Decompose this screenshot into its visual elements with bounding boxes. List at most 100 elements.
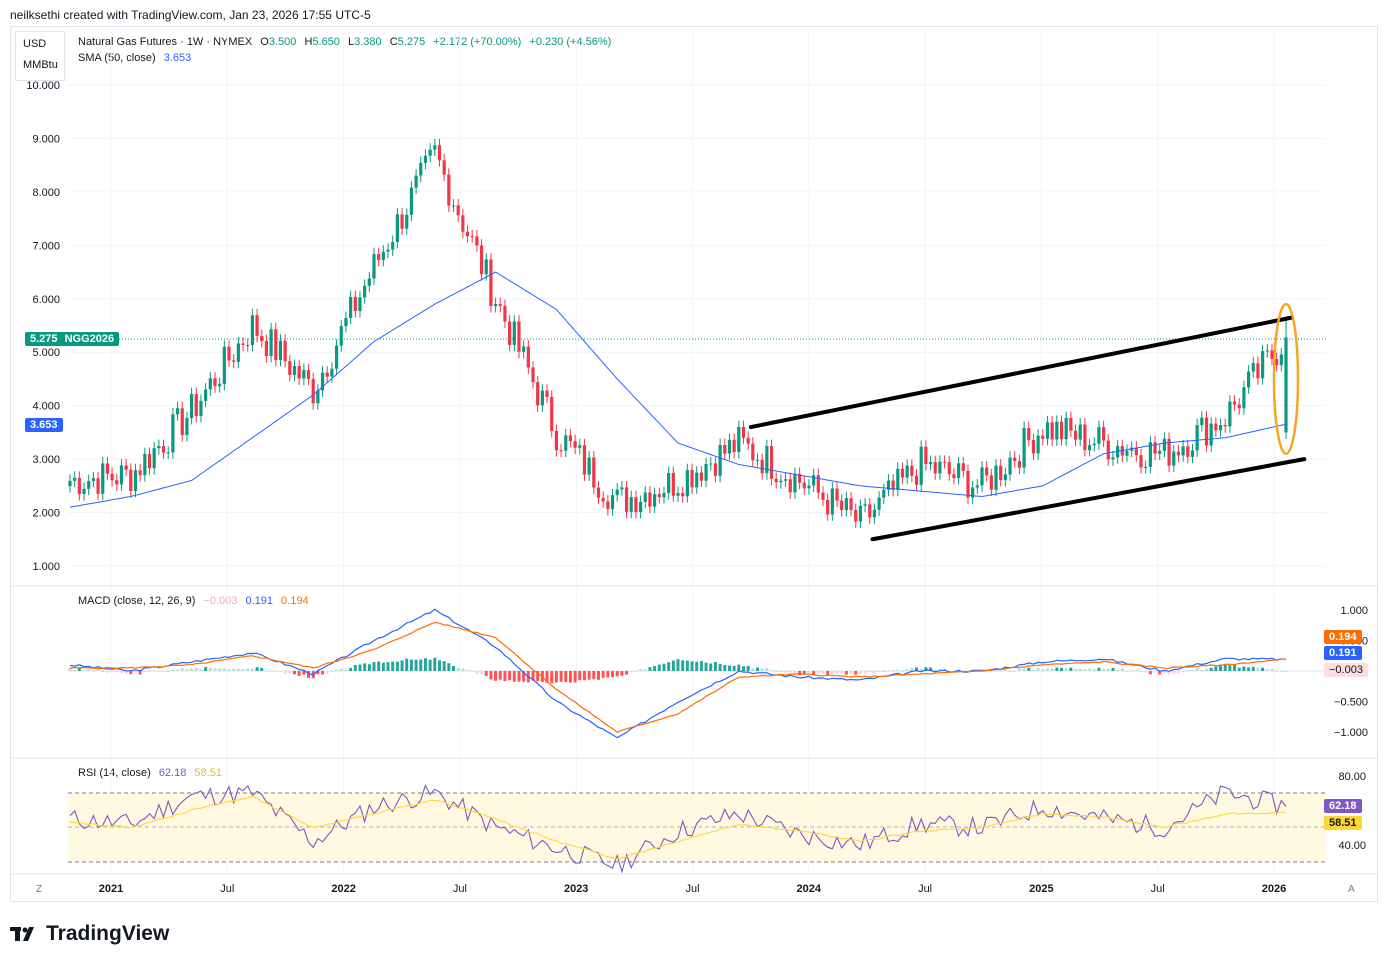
macd-histogram-bar [1092,669,1096,671]
candle-body [788,479,792,493]
candle-body [334,345,339,369]
candle-body [1190,450,1195,457]
candle-body [1041,435,1045,439]
rsi-legend[interactable]: RSI (14, close) 62.18 58.51 [78,767,227,779]
macd-histogram-bar [82,670,86,672]
macd-histogram-bar [1153,671,1157,673]
candle-body [222,346,226,384]
candle-body [681,493,685,497]
candle-body [82,488,86,495]
macd-histogram-bar [587,671,591,680]
macd-histogram-bar [213,668,217,671]
channel-lower-line[interactable] [870,457,1307,542]
auto-scale-button[interactable]: A [1348,884,1355,895]
candle-body [690,470,694,488]
macd-histogram-bar [157,671,161,672]
candle-body [975,485,979,488]
candle-body [653,494,657,507]
macd-histogram-bar [264,670,268,672]
candle-body [409,187,414,215]
candle-body [886,480,891,490]
candle-body [358,297,362,312]
candle-body [844,498,848,511]
macd-histogram-bar [653,665,657,671]
macd-histogram-bar [437,660,441,671]
candle-body [942,461,947,463]
macd-histogram-bar [620,671,624,676]
macd-histogram-bar [1275,671,1279,672]
macd-histogram-bar [484,671,488,676]
candle-body [592,457,596,488]
macd-histogram-bar [1261,667,1265,671]
main-legend[interactable]: Natural Gas Futures · 1W · NYMEX O3.500 … [78,36,616,48]
candle-body [573,441,577,448]
candle-body [339,326,343,346]
candle-body [1167,438,1171,466]
macd-histogram-bar [1125,670,1129,672]
rsi-band [68,793,1326,862]
sma-value: 3.653 [163,52,192,64]
price-tick-label: 1.000 [32,561,60,573]
candle-body [896,468,900,490]
macd-histogram-bar [1045,668,1049,671]
macd-histogram-bar [208,668,212,671]
candle-body [400,214,404,229]
candle-body [470,236,474,238]
macd-histogram-bar [915,667,919,671]
candle-body [858,505,862,522]
macd-histogram-bar [101,670,105,672]
macd-histogram-bar [73,669,77,671]
sma-legend[interactable]: SMA (50, close) 3.653 [78,52,196,64]
candle-body [1195,425,1199,451]
macd-histogram-bar [741,666,745,671]
candle-body [1064,417,1068,440]
highlight-ellipse[interactable] [1272,302,1300,456]
zoom-toggle-button[interactable]: Z [36,884,43,895]
candle-body [905,465,909,478]
rsi-tick-label: 40.00 [1338,840,1366,852]
macd-histogram-bar [1256,668,1260,671]
close-label: C [389,36,398,48]
channel-upper-line[interactable] [748,315,1295,430]
candle-body [175,408,180,415]
macd-histogram-bar [611,671,615,678]
low-value: 3.380 [354,36,382,48]
macd-histogram-bar [124,671,128,674]
candle-body [447,174,451,206]
candle-body [582,445,587,475]
candle-body [704,464,708,481]
candle-body [798,473,802,483]
candle-body [433,145,437,150]
candle-body [1270,350,1274,360]
candle-body [437,145,442,161]
unit-selector[interactable]: USD MMBtu [15,31,65,81]
candle-body [199,400,203,417]
price-tick-label: 3.000 [32,454,60,466]
macd-histogram-bar [330,671,334,672]
macd-histogram-bar [685,660,689,671]
candle-body [522,346,526,352]
candle-body [737,426,741,453]
macd-histogram-bar [1195,668,1199,671]
candle-body [568,435,573,442]
macd-histogram-bar [629,671,633,673]
macd-histogram-bar [508,671,512,681]
currency-label: USD [23,38,47,50]
macd-legend[interactable]: MACD (close, 12, 26, 9) −0.003 0.191 0.1… [78,595,314,607]
last-price-value: 5.275 [30,333,58,345]
candle-body [601,497,605,502]
candle-body [208,378,212,390]
macd-histogram-bar [297,671,301,676]
macd-histogram-bar [844,671,848,675]
macd-histogram-bar [938,668,942,671]
macd-histogram-bar [1064,668,1068,671]
candle-body [1172,451,1176,466]
macd-histogram-bar [395,661,399,671]
candle-body [620,487,624,490]
candle-body [891,480,895,490]
macd-histogram-bar [447,663,451,671]
chart-frame[interactable] [10,26,1378,902]
macd-histogram-bar [802,671,806,675]
price-tick-label: 2.000 [32,508,60,520]
